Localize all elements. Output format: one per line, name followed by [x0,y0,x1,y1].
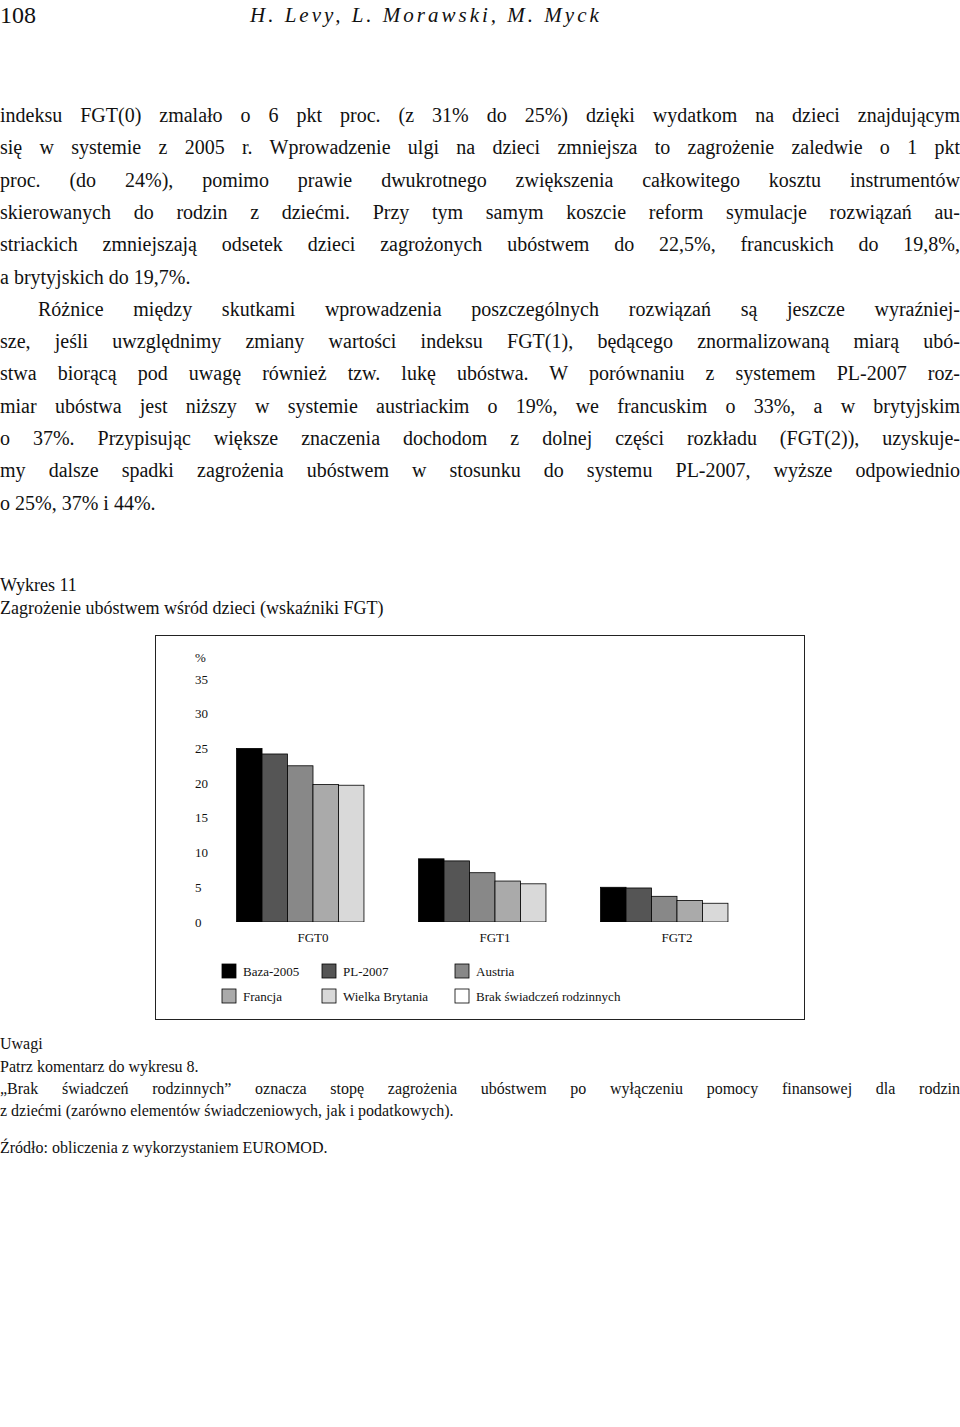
bar [677,900,702,922]
note-line: z dziećmi (zarówno elementów świadczenio… [0,1100,454,1122]
bar [444,861,469,922]
notes-heading: Uwagi [0,1033,43,1055]
y-tick-label: 10 [195,845,208,860]
bar [237,748,262,922]
note-line: Patrz komentarz do wykresu 8. [0,1056,199,1078]
text-line: miar ubóstwa jest niższy w systemie aust… [0,390,960,422]
bar [601,887,626,922]
category-label: FGT0 [297,930,328,945]
bars [237,748,728,922]
bar [288,766,313,922]
legend-swatch [222,989,236,1003]
bar [495,881,520,922]
legend-label: Baza-2005 [243,964,299,979]
legend-label: Wielka Brytania [343,989,428,1004]
y-tick-label: 0 [195,915,202,930]
note-line: „Brak świadczeń rodzinnych” oznacza stop… [0,1078,960,1100]
bar [520,884,545,922]
y-tick-label: 35 [195,672,208,687]
figure-label: Wykres 11 [0,574,77,596]
text-line: Różnice między skutkami wprowadzenia pos… [38,293,960,325]
page-number: 108 [0,0,36,30]
chart: % 0 5 10 15 20 25 30 35 FGT0 FGT1 FGT2 Baza-2005 PL-2… [155,635,805,1020]
bar [313,785,338,922]
y-tick-label: 20 [195,776,208,791]
text-line: proc. (do 24%), pomimo prawie dwukrotneg… [0,164,960,196]
text-line: my dalsze spadki zagrożenia ubóstwem w s… [0,454,960,486]
bar [338,785,363,922]
y-tick-label: 30 [195,706,208,721]
source: Źródło: obliczenia z wykorzystaniem EURO… [0,1137,327,1159]
bar [702,903,727,922]
bar [470,873,495,922]
bar [419,859,444,922]
legend-label: Austria [476,964,515,979]
y-tick-label: 15 [195,810,208,825]
category-label: FGT2 [661,930,692,945]
legend-swatch [322,964,336,978]
legend-label: Brak świadczeń rodzinnych [476,989,621,1004]
figure-caption: Zagrożenie ubóstwem wśród dzieci (wskaźn… [0,597,383,619]
text-line: stwa biorącą pod uwagę również tzw. lukę… [0,357,960,389]
bar [262,754,287,922]
text-line: striackich zmniejszają odsetek dzieci za… [0,228,960,260]
text-line: sze, jeśli uwzględnimy zmiany wartości i… [0,325,960,357]
y-axis-label: % [195,650,206,665]
y-tick-label: 25 [195,741,208,756]
text-line: o 25%, 37% i 44%. [0,487,960,519]
legend-label: PL-2007 [343,964,389,979]
chart-frame: % 0 5 10 15 20 25 30 35 FGT0 FGT1 FGT2 Baza-2005 PL-2… [155,635,805,1020]
category-label: FGT1 [479,930,510,945]
text-line: indeksu FGT(0) zmalało o 6 pkt proc. (z … [0,99,960,131]
legend-label: Francja [243,989,282,1004]
text-line: o 37%. Przypisując większe znaczenia doc… [0,422,960,454]
bar [626,888,651,922]
legend-swatch [322,989,336,1003]
text-line: a brytyjskich do 19,7%. [0,261,960,293]
legend-swatch [455,989,469,1003]
text-line: skierowanych do rodzin z dziećmi. Przy t… [0,196,960,228]
y-tick-label: 5 [195,880,202,895]
running-head: H. Levy, L. Morawski, M. Myck [250,1,602,29]
text-line: się w systemie z 2005 r. Wprowadzenie ul… [0,131,960,163]
legend-swatch [455,964,469,978]
legend-swatch [222,964,236,978]
bar [652,896,677,922]
